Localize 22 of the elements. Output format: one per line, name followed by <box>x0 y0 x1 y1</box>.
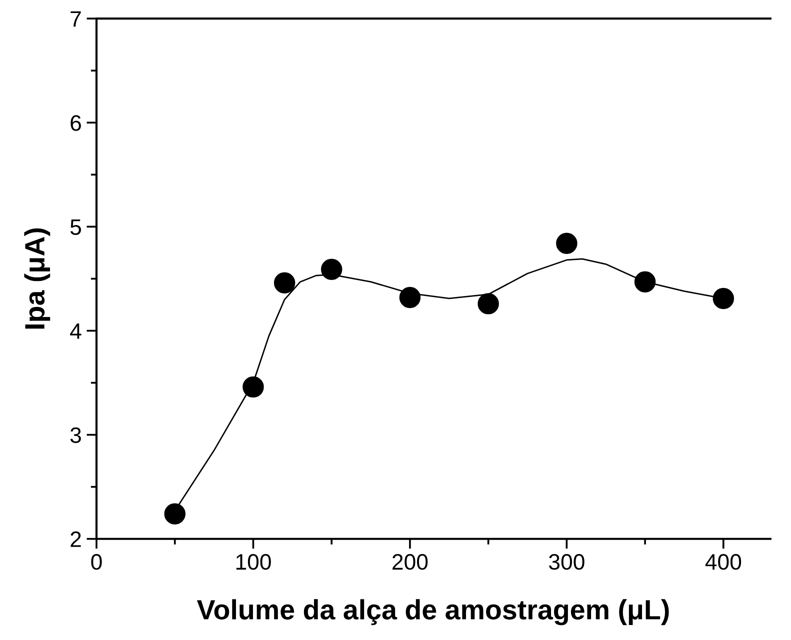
x-tick-label: 100 <box>236 554 271 570</box>
point <box>274 272 296 294</box>
x-tick-label: 0 <box>91 554 102 570</box>
y-tick-label: 7 <box>70 11 81 27</box>
x-tick-label: 200 <box>392 554 428 570</box>
y-tick-label: 3 <box>70 427 81 444</box>
point <box>634 271 656 292</box>
point <box>556 232 578 254</box>
point <box>712 288 734 310</box>
y-tick-label: 2 <box>70 531 81 547</box>
y-tick-label: 6 <box>70 115 81 131</box>
point <box>320 258 342 280</box>
x-tick-label: 300 <box>549 554 584 570</box>
point <box>242 376 264 398</box>
y-axis-title: Ipa (μA) <box>24 228 50 329</box>
point <box>478 293 499 314</box>
x-tick-label: 400 <box>705 554 742 570</box>
y-tick-label: 4 <box>70 324 82 339</box>
point <box>399 286 421 308</box>
y-tick-label: 5 <box>70 219 81 235</box>
point <box>164 503 186 525</box>
x-axis-title: Volume da alça de amostragem (μL) <box>196 599 669 626</box>
